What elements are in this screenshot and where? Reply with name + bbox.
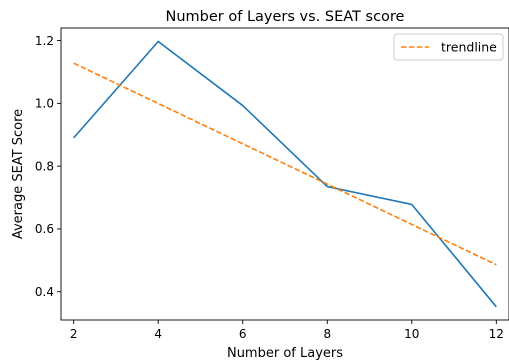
plot-area (73, 40, 497, 308)
x-axis-label: Number of Layers (227, 346, 343, 360)
series-line-trendline (73, 62, 497, 266)
y-tick-label: 0.4 (35, 285, 54, 299)
x-tick-label: 6 (239, 327, 247, 341)
x-tick-label: 8 (323, 327, 331, 341)
x-tick-label: 4 (154, 327, 162, 341)
chart-title: Number of Layers vs. SEAT score (166, 9, 405, 25)
y-tick-label: 0.8 (35, 159, 54, 173)
legend-box (393, 33, 504, 61)
legend: trendline (393, 33, 504, 61)
y-axis-label: Average SEAT Score (11, 109, 26, 239)
series-line-series-0 (73, 40, 497, 308)
plot-frame (60, 27, 509, 321)
x-tick-label: 10 (404, 327, 419, 341)
y-tick-label: 1.2 (35, 34, 54, 48)
y-axis: 0.4 0.6 0.8 1.0 1.2 (35, 34, 61, 299)
x-tick-label: 12 (489, 327, 504, 341)
legend-trendline-label: trendline (441, 40, 497, 55)
x-axis: 2 4 6 8 10 12 (70, 320, 504, 341)
y-tick-label: 0.6 (35, 222, 54, 236)
x-tick-label: 2 (70, 327, 78, 341)
y-tick-label: 1.0 (35, 97, 54, 111)
